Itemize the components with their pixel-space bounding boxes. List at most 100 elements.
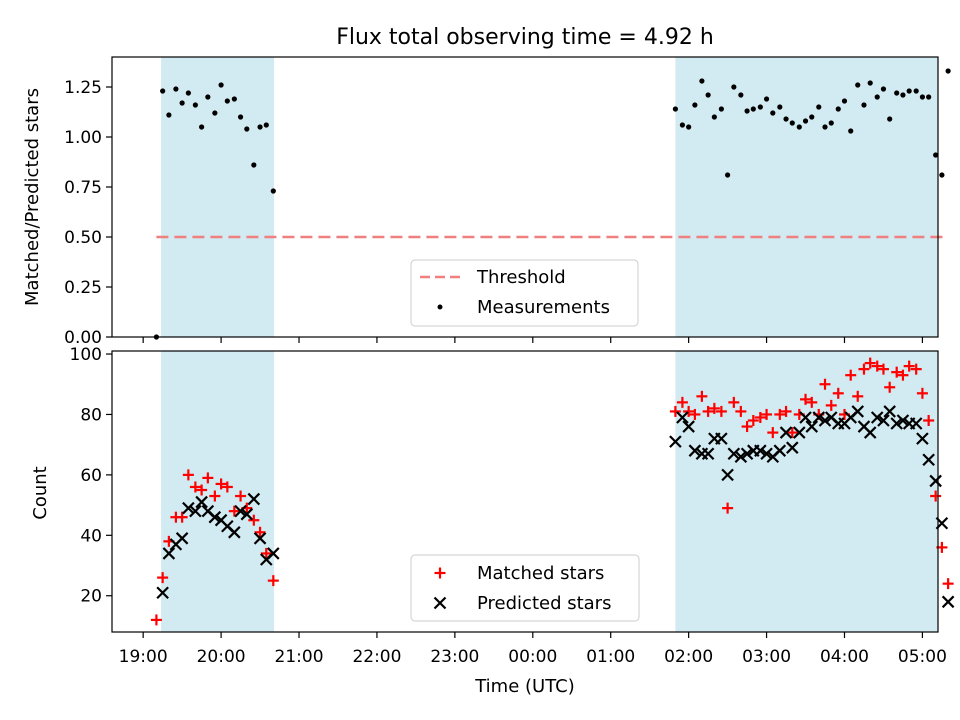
matched-star-point xyxy=(897,369,909,381)
measurement-point xyxy=(237,114,244,120)
predicted-star-point xyxy=(818,414,832,427)
measurement-point xyxy=(244,126,250,132)
y-tick-label: 100 xyxy=(70,345,102,365)
matched-star-point xyxy=(722,502,734,514)
threshold-legend-label: Threshold xyxy=(476,267,566,288)
measurement-point xyxy=(224,98,230,104)
measurement-point xyxy=(789,120,795,126)
measurement-point xyxy=(926,94,932,100)
measurement-point xyxy=(218,82,224,88)
matched-star-point xyxy=(916,387,928,399)
matched-star-point xyxy=(260,547,272,559)
measurements-legend-label: Measurements xyxy=(477,297,610,318)
y-tick-label: 0.00 xyxy=(64,328,102,348)
y-tick-label: 0.25 xyxy=(64,278,102,298)
matched-star-point xyxy=(903,360,915,372)
y-tick-label: 40 xyxy=(80,526,102,546)
ratio-y-axis-label: Matched/Predicted stars xyxy=(22,88,43,306)
matched-star-point xyxy=(877,363,889,375)
matched-star-point xyxy=(221,481,233,493)
matched-star-point xyxy=(767,427,779,439)
predicted-star-point xyxy=(799,411,812,424)
count-y-ticks: 20 40 60 80 100 xyxy=(70,345,112,607)
predicted-star-point xyxy=(877,414,890,427)
y-tick-label: 1.25 xyxy=(64,78,102,98)
x-tick-label: 20:00 xyxy=(197,647,246,667)
ratio-observing-bands xyxy=(161,57,938,337)
measurement-point xyxy=(173,86,179,92)
y-tick-label: 80 xyxy=(80,405,102,425)
measurement-point xyxy=(212,110,218,116)
matched-star-point xyxy=(942,578,954,590)
predicted-legend-label: Predicted stars xyxy=(477,593,611,614)
predicted-star-point xyxy=(240,507,254,521)
x-tick-label: 22:00 xyxy=(352,647,401,667)
measurement-point xyxy=(867,80,873,86)
matched-star-point xyxy=(248,514,260,526)
matched-star-point xyxy=(871,360,883,372)
predicted-star-point xyxy=(760,447,773,461)
measurement-point xyxy=(880,86,887,92)
x-tick-label: 19:00 xyxy=(119,647,168,667)
predicted-star-point xyxy=(779,426,793,439)
matched-star-point xyxy=(800,393,812,405)
measurement-point xyxy=(686,124,692,130)
measurement-point xyxy=(906,88,912,94)
predicted-star-point xyxy=(909,417,923,430)
x-tick-label: 00:00 xyxy=(508,647,557,667)
measurement-point xyxy=(692,102,698,108)
y-tick-label: 0.50 xyxy=(64,228,102,248)
count-plot-frame xyxy=(111,350,939,633)
measurement-point xyxy=(913,88,919,94)
measurement-point xyxy=(705,92,711,98)
matched-star-point xyxy=(923,414,935,426)
ratio-panel: 0.00 0.25 0.50 0.75 1.00 1.25 Matched/Predict… xyxy=(22,56,951,348)
predicted-star-point xyxy=(896,414,910,427)
predicted-star-point xyxy=(208,510,222,524)
matched-star-markers xyxy=(150,357,954,626)
measurement-point xyxy=(744,108,750,114)
x-tick-label: 05:00 xyxy=(898,647,947,667)
measurement-point xyxy=(841,98,848,104)
predicted-star-markers xyxy=(156,405,955,609)
measurement-point xyxy=(699,78,705,84)
matched-star-point xyxy=(267,575,279,587)
predicted-star-point xyxy=(851,405,865,418)
measurement-points xyxy=(153,68,951,340)
predicted-star-point xyxy=(688,444,702,457)
matched-star-point xyxy=(196,484,208,496)
measurement-point xyxy=(257,124,263,130)
x-tick-label: 01:00 xyxy=(586,647,635,667)
count-observing-bands xyxy=(161,351,938,632)
measurement-point xyxy=(809,114,815,120)
measurement-point xyxy=(802,118,809,124)
measurement-point xyxy=(263,122,269,128)
measurement-point xyxy=(160,88,166,94)
measurement-point xyxy=(763,96,770,102)
observing-band-0 xyxy=(161,57,275,337)
measurement-point xyxy=(777,104,783,110)
matched-star-point xyxy=(176,511,188,523)
measurement-point xyxy=(919,94,926,100)
matched-star-point xyxy=(747,414,759,426)
measurement-point xyxy=(679,122,686,128)
matched-star-point xyxy=(228,505,240,517)
predicted-star-point xyxy=(929,474,942,488)
measurement-point xyxy=(750,106,756,112)
figure-title: Flux total observing time = 4.92 h xyxy=(336,25,714,50)
predicted-star-point xyxy=(162,547,176,560)
measurement-point xyxy=(725,172,731,178)
x-tick-label: 02:00 xyxy=(664,647,713,667)
predicted-star-point xyxy=(786,441,799,454)
matched-star-point xyxy=(864,357,876,369)
x-tick-label: 03:00 xyxy=(742,647,791,667)
matched-star-point xyxy=(780,405,792,417)
measurement-point xyxy=(933,152,939,158)
x-tick-label: 04:00 xyxy=(820,647,869,667)
observing-band-1 xyxy=(675,57,938,337)
ratio-legend-box xyxy=(410,259,639,327)
ratio-legend: Threshold Measurements xyxy=(410,259,639,327)
predicted-star-point xyxy=(234,504,247,518)
predicted-star-point xyxy=(727,447,741,461)
